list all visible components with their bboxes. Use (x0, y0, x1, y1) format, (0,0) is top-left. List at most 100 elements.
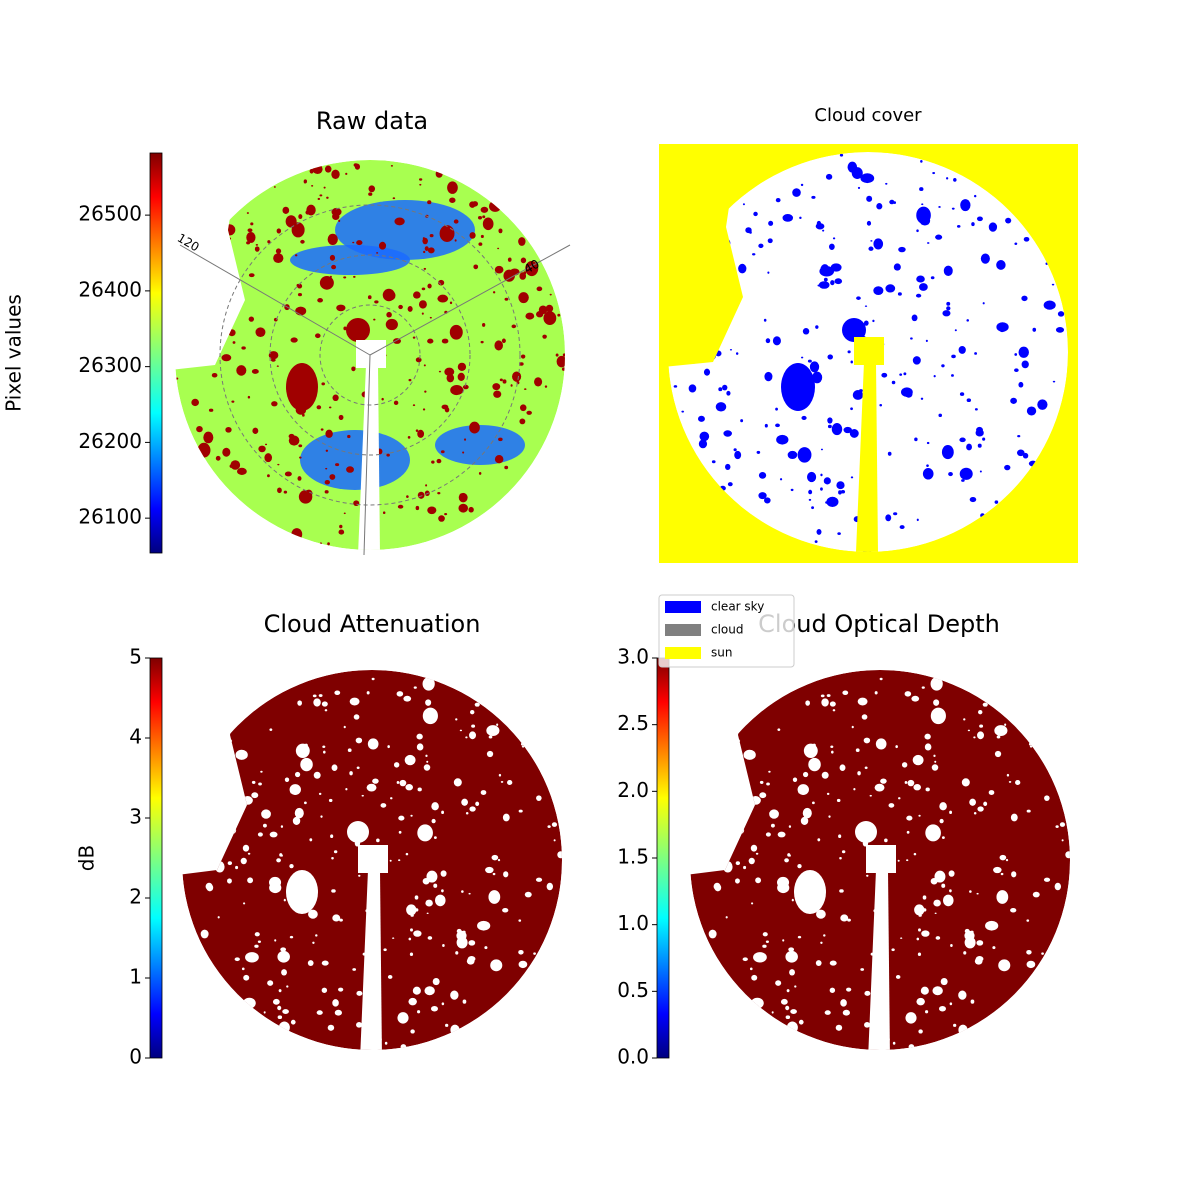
spot (502, 379, 507, 384)
spot (254, 944, 259, 948)
spot (919, 283, 928, 291)
spot (953, 1023, 957, 1027)
spot (250, 222, 254, 226)
spot (938, 1005, 946, 1012)
spot (408, 378, 412, 382)
spot (1059, 822, 1066, 827)
spot (545, 304, 554, 313)
spot (734, 450, 742, 460)
spot (419, 178, 423, 181)
spot (458, 503, 468, 513)
spot (897, 292, 902, 296)
spot (389, 859, 392, 862)
spot (735, 861, 741, 866)
spot (916, 937, 920, 941)
spot (417, 1010, 421, 1014)
spot (755, 877, 762, 884)
spot (312, 941, 315, 944)
spot (789, 969, 795, 976)
spot (969, 798, 976, 806)
spot (914, 437, 918, 442)
spot (258, 445, 266, 453)
spot (708, 929, 717, 939)
spot (1014, 368, 1019, 373)
spot (918, 814, 921, 817)
polar-label: 40 (522, 257, 542, 277)
spot (912, 754, 924, 766)
spot (979, 470, 982, 473)
spot (750, 796, 761, 805)
spot (769, 809, 779, 819)
colorbar-tick-label: 26300 (78, 353, 142, 377)
spot (251, 780, 256, 784)
spot (387, 975, 393, 979)
spot (857, 771, 861, 776)
spot (775, 980, 782, 986)
spot (891, 948, 895, 952)
spot (782, 939, 785, 942)
spot (482, 322, 486, 327)
spot (352, 968, 357, 971)
spot (1000, 872, 1004, 876)
spot (458, 492, 468, 503)
spot (709, 797, 714, 801)
spot (893, 512, 898, 516)
spot (946, 306, 951, 311)
spot (300, 239, 305, 244)
spot (278, 989, 282, 993)
spot (509, 268, 520, 276)
spot (817, 838, 821, 842)
cloud-image (668, 152, 1068, 552)
spot (756, 450, 761, 454)
spot (474, 702, 480, 707)
spot (319, 194, 323, 197)
spot (916, 518, 919, 522)
spot (376, 838, 380, 843)
spot (812, 801, 815, 805)
spot (381, 397, 384, 401)
spot (425, 754, 428, 758)
spot (842, 1009, 850, 1016)
spot (918, 928, 921, 932)
spot (903, 372, 907, 376)
colorbar-tick-label: 5 (129, 645, 142, 669)
spot (424, 986, 435, 996)
spot (425, 484, 428, 487)
spot (431, 460, 435, 464)
spot (230, 460, 241, 470)
spot (191, 398, 199, 407)
spot (743, 865, 747, 870)
spot (444, 367, 455, 376)
polar-circle (269, 254, 471, 456)
spot (885, 514, 892, 522)
spot (264, 443, 268, 446)
spot (857, 186, 861, 189)
spot (816, 909, 826, 919)
spot (839, 857, 842, 860)
spot (313, 771, 321, 779)
legend-swatch (665, 624, 701, 636)
spot (324, 709, 328, 712)
panel-title: Cloud Optical Depth (758, 610, 1000, 638)
spot (1041, 952, 1044, 955)
spot (688, 384, 697, 393)
spot (455, 718, 458, 721)
spot (290, 1019, 296, 1025)
spot (735, 352, 739, 355)
spot (1023, 236, 1030, 242)
spot (1037, 399, 1048, 410)
spot (561, 367, 565, 371)
spot (269, 831, 278, 838)
spot (203, 431, 214, 444)
blue-patch (300, 430, 410, 490)
spot (412, 336, 416, 339)
spot (447, 181, 458, 194)
spot (949, 810, 953, 815)
spot (913, 784, 921, 791)
spot (332, 394, 339, 402)
spot (437, 294, 449, 303)
spot (976, 426, 983, 434)
spot (502, 813, 510, 822)
spot (230, 333, 233, 336)
spot (880, 778, 887, 784)
